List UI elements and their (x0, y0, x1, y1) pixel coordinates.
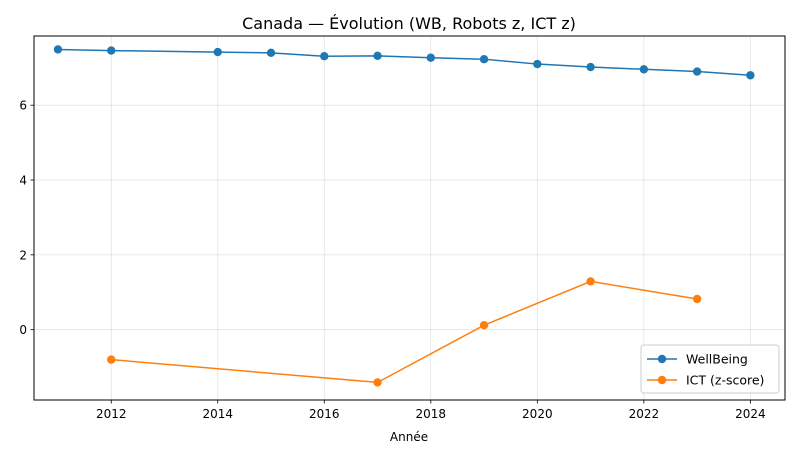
legend-marker (657, 354, 667, 364)
x-tick-label: 2020 (522, 407, 553, 421)
data-point (107, 46, 116, 55)
legend-item: WellBeing (647, 352, 748, 367)
data-point (692, 67, 702, 76)
data-point (479, 54, 489, 64)
x-axis-label: Année (390, 430, 428, 444)
data-point (373, 378, 382, 387)
legend: WellBeing ICT (z-score) (640, 344, 780, 394)
legend-label: ICT (z-score) (686, 373, 764, 388)
data-point (53, 45, 63, 54)
ticks: 2012 2014 2016 2018 2020 2022 2024 0 2 4 6 (19, 99, 765, 421)
data-point (266, 48, 276, 58)
plot-frame (33, 35, 786, 401)
chart-title: Canada — Évolution (WB, Robots z, ICT z) (242, 14, 576, 33)
x-tick-label: 2024 (735, 407, 766, 421)
series-1 (107, 277, 702, 387)
x-tick-label: 2022 (629, 407, 660, 421)
data-point (586, 62, 595, 72)
x-tick-label: 2014 (202, 407, 233, 421)
data-point (586, 277, 595, 286)
y-tick-label: 6 (19, 99, 27, 113)
data-point (107, 355, 116, 364)
y-tick-label: 2 (19, 248, 27, 262)
data-point (373, 51, 382, 61)
data-point (320, 52, 329, 61)
data-point (692, 294, 702, 304)
series-0 (53, 45, 755, 80)
grid (34, 36, 785, 400)
data-point (479, 320, 489, 330)
data-point (746, 71, 755, 80)
y-tick-label: 0 (19, 323, 27, 337)
x-tick-label: 2016 (309, 407, 340, 421)
y-tick-label: 4 (19, 174, 27, 188)
series-layer (53, 45, 755, 387)
legend-frame (640, 344, 780, 394)
data-point (639, 65, 649, 74)
legend-marker (657, 375, 667, 385)
x-tick-label: 2012 (96, 407, 127, 421)
legend-item: ICT (z-score) (647, 373, 764, 388)
data-point (213, 47, 222, 57)
x-tick-label: 2018 (416, 407, 447, 421)
data-point (426, 53, 436, 62)
legend-label: WellBeing (686, 352, 748, 367)
data-point (533, 59, 542, 69)
